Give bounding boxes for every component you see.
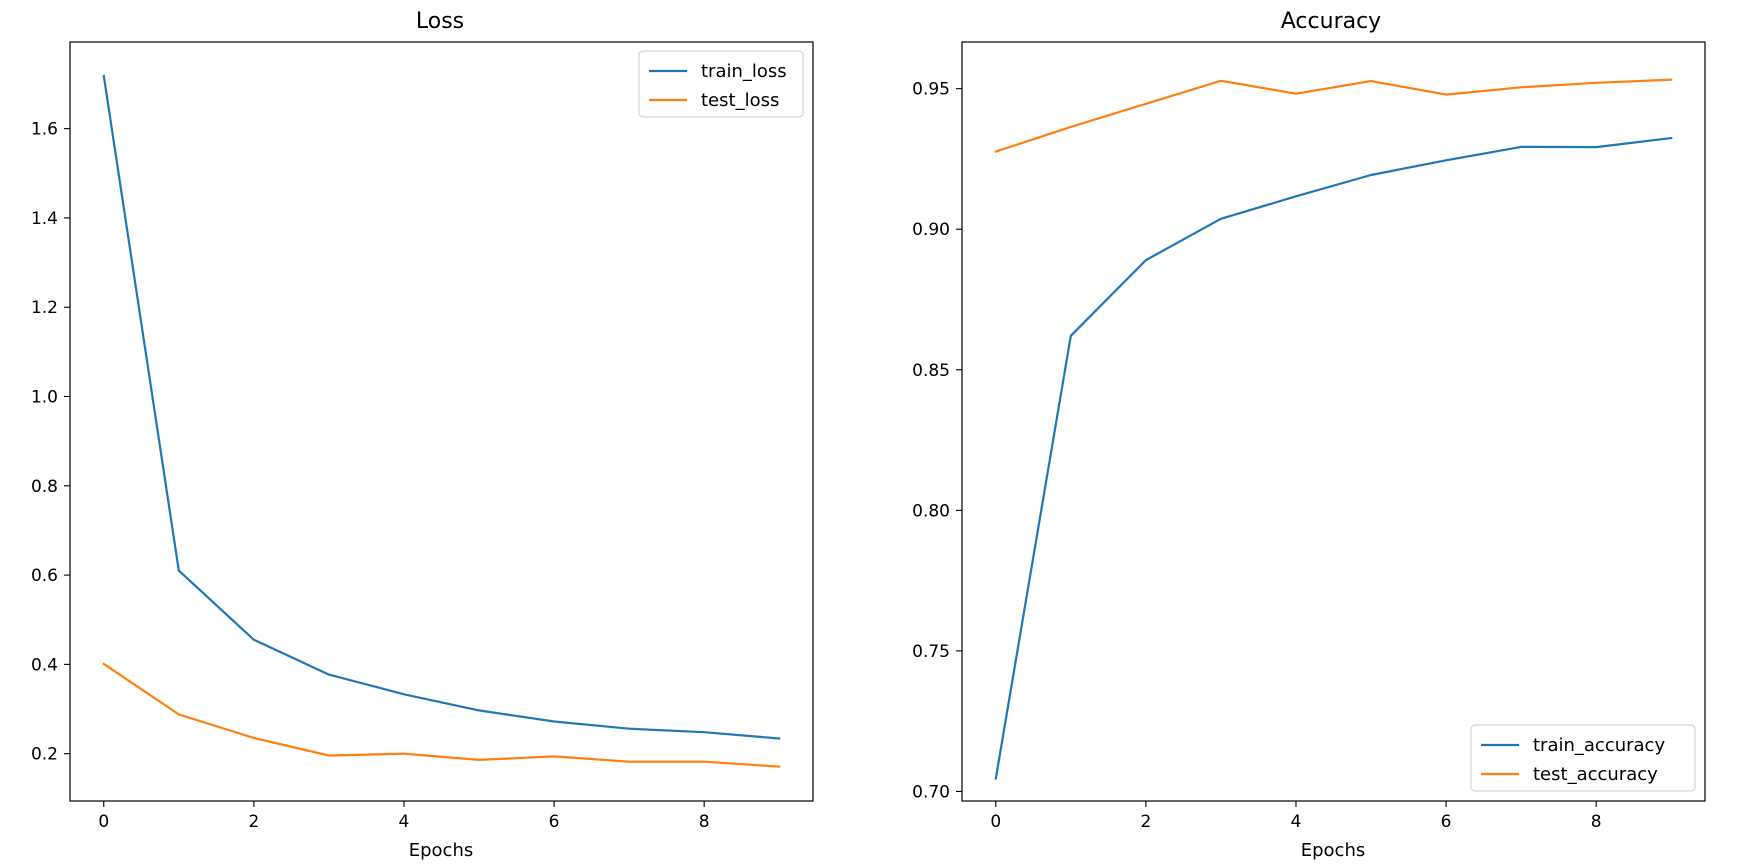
loss-y-tick-label: 0.4 (31, 655, 58, 675)
loss-x-tick-label: 0 (98, 812, 109, 832)
accuracy-x-tick-label: 6 (1441, 812, 1452, 832)
accuracy-y-tick-label: 0.75 (912, 642, 950, 662)
accuracy-chart: Accuracy 0 2 4 6 8 0.70 0.75 0.80 0.85 0.90 0.95 E… (912, 9, 1706, 861)
accuracy-plot-area: 0 2 4 6 8 0.70 0.75 0.80 0.85 0.90 0.95 (912, 78, 1673, 832)
accuracy-x-tick-label: 2 (1140, 812, 1151, 832)
loss-y-tick-label: 0.8 (31, 477, 58, 497)
loss-x-tick-label: 2 (248, 812, 259, 832)
accuracy-y-tick-label: 0.70 (912, 782, 950, 802)
accuracy-series-test-accuracy (994, 78, 1673, 153)
accuracy-y-tick-label: 0.95 (912, 80, 950, 100)
accuracy-y-tick-label: 0.80 (912, 501, 950, 521)
loss-series-train-loss (102, 74, 781, 740)
loss-legend: train_loss test_loss (638, 50, 804, 118)
loss-chart: Loss 0 2 4 6 8 0.2 0.4 0.6 0.8 1.0 1.2 1.4 1.6 Epoch… (31, 9, 814, 861)
accuracy-x-tick-label: 0 (990, 812, 1001, 832)
loss-x-tick-label: 8 (699, 812, 710, 832)
loss-x-axis-label: Epochs (409, 840, 474, 861)
loss-axes-frame (69, 41, 814, 802)
loss-legend-label-test-loss: test_loss (701, 90, 779, 111)
accuracy-series-train-accuracy (994, 136, 1673, 780)
accuracy-x-tick-label: 4 (1291, 812, 1302, 832)
accuracy-legend: train_accuracy test_accuracy (1470, 724, 1696, 792)
loss-series-test-loss (102, 662, 781, 768)
accuracy-axes-frame (961, 41, 1706, 802)
loss-y-tick-label: 0.2 (31, 745, 58, 765)
accuracy-legend-box (1470, 724, 1696, 792)
loss-y-tick-label: 1.0 (31, 387, 58, 407)
loss-x-tick-label: 4 (399, 812, 410, 832)
loss-y-tick-label: 1.6 (31, 120, 58, 140)
loss-y-tick-label: 1.4 (31, 209, 58, 229)
accuracy-y-tick-label: 0.90 (912, 220, 950, 240)
accuracy-x-tick-label: 8 (1591, 812, 1602, 832)
loss-y-tick-label: 0.6 (31, 566, 58, 586)
loss-x-tick-label: 6 (549, 812, 560, 832)
loss-y-tick-label: 1.2 (31, 298, 58, 318)
loss-plot-area: 0 2 4 6 8 0.2 0.4 0.6 0.8 1.0 1.2 1.4 1.6 (31, 74, 781, 832)
accuracy-y-tick-label: 0.85 (912, 361, 950, 381)
accuracy-chart-title: Accuracy (1281, 9, 1381, 34)
loss-legend-label-train-loss: train_loss (701, 61, 787, 82)
accuracy-legend-label-test-accuracy: test_accuracy (1533, 764, 1658, 785)
loss-chart-title: Loss (416, 9, 464, 34)
accuracy-legend-label-train-accuracy: train_accuracy (1533, 735, 1665, 756)
accuracy-x-axis-label: Epochs (1301, 840, 1366, 861)
